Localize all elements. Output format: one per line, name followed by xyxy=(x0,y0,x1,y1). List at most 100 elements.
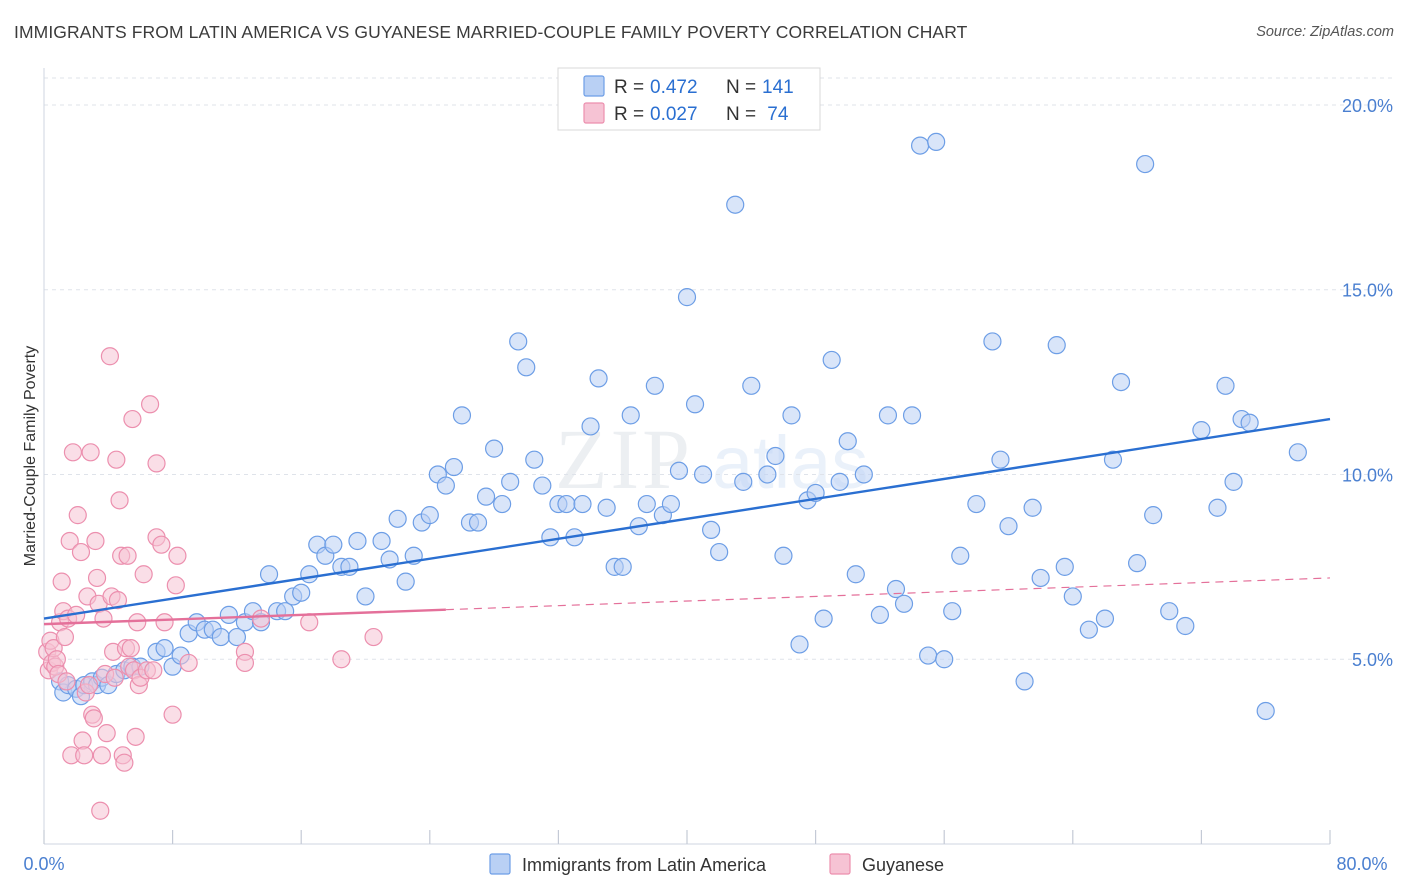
scatter-point xyxy=(144,661,163,680)
scatter-point xyxy=(152,535,171,554)
scatter-point xyxy=(168,546,187,565)
scatter-point xyxy=(999,517,1018,536)
legend-swatch-blue xyxy=(583,75,605,97)
scatter-point xyxy=(108,591,128,610)
series-guyanese xyxy=(38,347,383,820)
trend-line-blue xyxy=(43,417,1331,620)
legend-n-label-pink: N = xyxy=(726,104,756,125)
scatter-point xyxy=(661,494,681,514)
scatter-point xyxy=(541,528,560,547)
grid-lines xyxy=(44,77,1392,660)
scatter-point xyxy=(878,406,898,425)
scatter-point xyxy=(822,350,841,370)
scatter-point xyxy=(894,594,914,613)
scatter-point xyxy=(766,446,785,466)
scatter-point xyxy=(115,753,134,772)
legend-r-value-blue: 0.472 xyxy=(650,77,698,98)
scatter-point xyxy=(613,557,632,576)
scatter-point xyxy=(943,602,962,621)
scatter-point xyxy=(1160,602,1179,621)
scatter-point xyxy=(179,653,198,673)
scatter-point xyxy=(919,646,938,665)
scatter-point xyxy=(300,565,319,584)
scatter-point xyxy=(60,531,79,551)
scatter-point xyxy=(134,565,153,584)
scatter-point xyxy=(838,432,857,451)
scatter-point xyxy=(1031,568,1050,588)
scatter-point xyxy=(55,627,74,647)
trend-lines xyxy=(43,417,1331,626)
y-tick-label: 15.0% xyxy=(1342,281,1393,301)
scatter-point xyxy=(870,605,890,624)
scatter-point xyxy=(1136,154,1155,174)
scatter-point xyxy=(128,613,147,632)
scatter-point xyxy=(163,705,182,724)
scatter-point xyxy=(476,487,496,506)
scatter-point xyxy=(71,542,91,562)
series-immigrants-latin-america xyxy=(50,132,1307,721)
scatter-point xyxy=(669,461,689,480)
legend-bottom-swatch-pink xyxy=(829,853,851,875)
y-tick-label: 20.0% xyxy=(1342,96,1393,116)
scatter-point xyxy=(324,535,343,554)
scatter-point xyxy=(372,531,391,551)
legend-n-value-pink: 74 xyxy=(762,104,789,125)
scatter-point xyxy=(1015,672,1034,691)
scatter-point xyxy=(710,542,729,562)
scatter-point xyxy=(1208,498,1227,517)
legend-n-label-blue: N = xyxy=(726,77,756,98)
scatter-point xyxy=(951,546,970,565)
scatter-point xyxy=(501,472,520,491)
scatter-point xyxy=(94,609,113,628)
scatter-point xyxy=(87,568,107,588)
scatter-point xyxy=(830,472,849,491)
scatter-point xyxy=(597,498,616,517)
scatter-point xyxy=(57,672,76,691)
scatter-point xyxy=(983,332,1002,351)
scatter-point xyxy=(758,465,777,484)
scatter-point xyxy=(485,439,504,458)
scatter-point xyxy=(123,409,142,429)
scatter-point xyxy=(645,376,664,395)
scatter-point xyxy=(166,576,185,595)
scatter-point xyxy=(1216,376,1235,395)
scatter-point xyxy=(219,605,238,624)
y-axis-label: Married-Couple Family Poverty xyxy=(22,346,39,567)
scatter-point xyxy=(854,465,873,484)
scatter-point xyxy=(742,376,761,395)
scatter-point xyxy=(97,724,116,743)
scatter-point xyxy=(251,609,271,628)
scatter-point xyxy=(1079,620,1098,639)
x-tick-label-min: 0.0% xyxy=(23,854,64,874)
scatter-point xyxy=(693,465,713,484)
scatter-point xyxy=(211,627,230,647)
trend-line-pink xyxy=(43,608,446,626)
scatter-point xyxy=(637,494,656,514)
scatter-point xyxy=(677,288,697,307)
scatter-point xyxy=(1111,372,1131,392)
scatter-point xyxy=(734,472,753,491)
scatter-point xyxy=(493,494,512,514)
scatter-point xyxy=(107,450,126,469)
scatter-point xyxy=(702,520,721,540)
scatter-point xyxy=(420,506,439,525)
scatter-point xyxy=(774,546,793,565)
legend-n-value-blue: 141 xyxy=(762,77,794,98)
scatter-point xyxy=(235,653,255,673)
scatter-point xyxy=(533,476,552,495)
scatter-point xyxy=(581,417,600,436)
chart-title: IMMIGRANTS FROM LATIN AMERICA VS GUYANES… xyxy=(14,22,968,42)
scatter-point xyxy=(86,531,105,551)
legend-bottom-label-pink: Guyanese xyxy=(862,855,944,875)
scatter-point xyxy=(1240,413,1259,432)
scatter-point xyxy=(292,583,311,602)
y-tick-label: 5.0% xyxy=(1352,650,1393,670)
scatter-point xyxy=(621,406,640,425)
scatter-point xyxy=(75,746,94,765)
scatter-point xyxy=(1047,336,1066,355)
legend-r-label-blue: R = xyxy=(614,77,644,98)
scatter-point xyxy=(726,195,745,214)
scatter-point xyxy=(902,406,922,425)
scatter-point xyxy=(118,546,137,565)
scatter-point xyxy=(790,635,809,654)
